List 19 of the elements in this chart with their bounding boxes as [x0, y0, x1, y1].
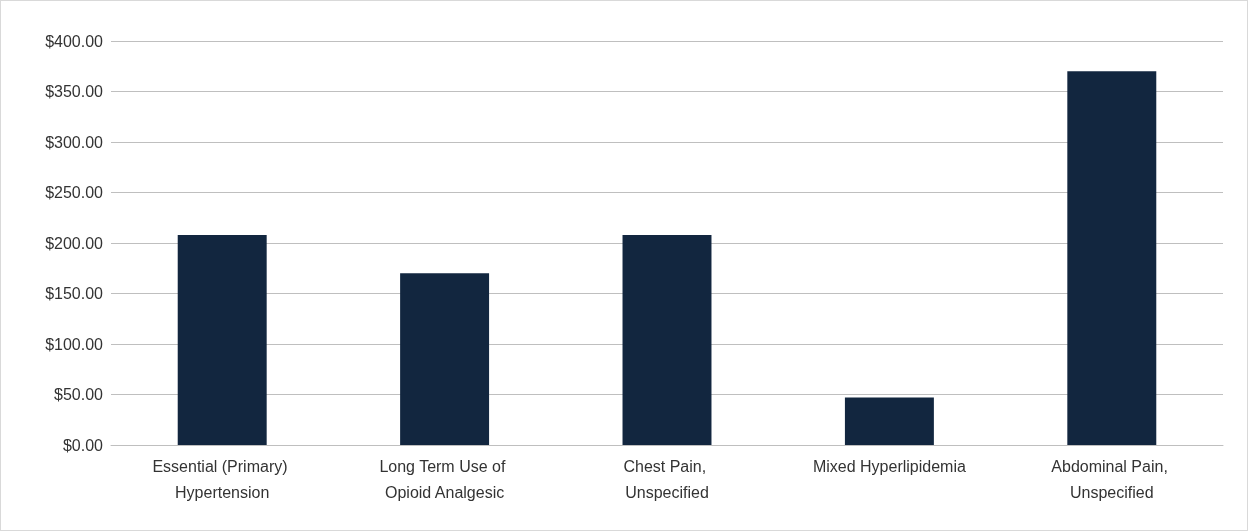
y-tick-label: $200.00	[45, 234, 104, 252]
x-tick-label: Abdominal Pain, Unspecified	[1051, 457, 1173, 501]
x-tick-label: Chest Pain, Unspecified	[623, 457, 711, 501]
y-tick-label: $100.00	[45, 335, 104, 353]
y-tick-label: $50.00	[54, 386, 104, 403]
x-tick-label: Long Term Use of Opioid Analgesic	[379, 457, 510, 501]
bar	[400, 273, 490, 445]
y-tick-label: $250.00	[45, 184, 104, 201]
bar	[844, 397, 934, 445]
y-tick-label: $0.00	[62, 436, 104, 454]
x-tick-label: Mixed Hyperlipidemia	[812, 457, 966, 475]
bar	[1067, 71, 1157, 445]
y-tick-label: $150.00	[45, 285, 104, 302]
bar	[177, 234, 267, 445]
y-tick-label: $400.00	[45, 32, 104, 50]
y-tick-label: $300.00	[45, 133, 104, 151]
bar	[622, 234, 712, 445]
x-tick-label: Essential (Primary) Hypertension	[152, 457, 292, 501]
y-tick-label: $350.00	[45, 83, 104, 100]
